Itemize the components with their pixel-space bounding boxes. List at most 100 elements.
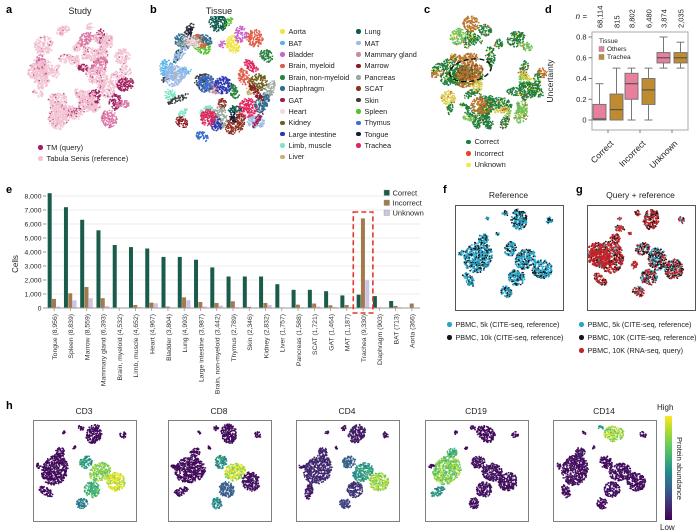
svg-text:0: 0 (582, 116, 586, 125)
svg-text:8,802: 8,802 (628, 9, 637, 28)
legend-swatch-icon (38, 145, 43, 150)
svg-text:0.8: 0.8 (576, 33, 586, 42)
legend-swatch-icon (356, 52, 361, 57)
svg-text:Brain, myeloid (4,532): Brain, myeloid (4,532) (117, 314, 124, 381)
legend-label: Correct (474, 137, 500, 147)
prediction-tsne-plot (431, 12, 547, 136)
svg-text:Lung (4,993): Lung (4,993) (182, 314, 189, 353)
panel-g-title: Query + reference (606, 190, 675, 200)
legend-swatch-icon (280, 154, 285, 160)
svg-text:Kidney (2,832): Kidney (2,832) (263, 314, 270, 358)
legend-swatch-icon (356, 75, 361, 80)
legend-swatch-icon (356, 29, 361, 34)
cd14-umap-plot (554, 421, 654, 519)
legend-label: Kidney (288, 118, 311, 128)
legend-label: Tabula Senis (reference) (46, 154, 129, 163)
svg-text:0: 0 (38, 305, 42, 312)
cd14-umap-frame (553, 420, 657, 522)
svg-text:Tissue: Tissue (599, 38, 618, 45)
legend-swatch-icon (579, 335, 584, 340)
legend-swatch-icon (356, 97, 361, 103)
legend-label: Large intestine (288, 129, 337, 139)
legend-item: Skin (356, 94, 417, 105)
legend-label: Spleen (364, 106, 388, 116)
legend-label: TM (query) (46, 143, 84, 152)
svg-text:Limb, muscle (4,652): Limb, muscle (4,652) (133, 314, 140, 377)
panel-letter-a: a (6, 4, 13, 16)
legend-item: MAT (356, 37, 417, 48)
panel-b-title: Tissue (205, 6, 233, 16)
svg-text:SCAT (1,721): SCAT (1,721) (312, 314, 319, 355)
legend-label: Unknown (474, 160, 506, 170)
legend-label: Incorrect (474, 148, 504, 158)
legend-label: Lung (364, 27, 381, 37)
legend-swatch-icon (579, 348, 584, 353)
legend-label: Heart (288, 106, 307, 116)
legend-item: Unknown (466, 159, 506, 171)
legend-swatch-icon (280, 75, 285, 80)
legend-label: SCAT (364, 84, 384, 94)
svg-text:Aorta (366): Aorta (366) (410, 314, 417, 348)
legend-swatch-icon (280, 120, 285, 126)
legend-label: Aorta (288, 27, 306, 37)
svg-text:4,000: 4,000 (24, 249, 41, 256)
colorbar-low-label: Low (660, 523, 675, 532)
panel-h-title-cd14: CD14 (593, 406, 615, 416)
legend-swatch-icon (579, 322, 584, 327)
study-tsne-plot (22, 18, 138, 140)
svg-text:Skin (2,346): Skin (2,346) (247, 314, 254, 351)
legend-item: Tabula Senis (reference) (38, 153, 128, 164)
legend-item: Large intestine (280, 129, 349, 140)
legend-item: SCAT (356, 83, 417, 94)
cd19-umap-plot (426, 421, 526, 519)
query-reference-umap-plot (588, 206, 693, 308)
legend-swatch-icon (356, 109, 361, 114)
legend-label: PBMC, 10K (RNA-seq, query) (587, 346, 683, 355)
legend-swatch-icon (466, 162, 471, 167)
legend-label: Tongue (364, 129, 389, 139)
panel-letter-f: f (443, 184, 447, 196)
svg-text:MAT (1,187): MAT (1,187) (345, 314, 352, 351)
panel-h-title-cd4: CD4 (338, 406, 356, 416)
legend-item: Heart (280, 106, 349, 117)
legend-swatch-icon (280, 52, 285, 57)
legend-label: Marrow (364, 61, 389, 71)
legend-item: Correct (466, 136, 506, 148)
legend-label: PBMC, 10K (CITE-seq, reference) (587, 333, 697, 342)
legend-swatch-icon (280, 29, 285, 34)
svg-text:Correct: Correct (393, 188, 419, 197)
legend-swatch-icon (356, 63, 361, 69)
svg-text:Correct: Correct (589, 138, 616, 165)
svg-text:Pancreas (1,588): Pancreas (1,588) (296, 314, 303, 366)
legend-label: Trachea (364, 141, 392, 151)
legend-item: Mammary gland (356, 49, 417, 60)
panel-a-title: Study (68, 6, 92, 16)
legend-label: Mammary gland (364, 49, 417, 59)
legend-item: Thymus (356, 117, 417, 128)
legend-swatch-icon (280, 86, 285, 91)
legend-item: Brain, non-myeloid (280, 72, 349, 83)
legend-swatch-icon (280, 40, 285, 46)
legend-label: PBMC, 5k (CITE-seq, reference) (455, 320, 560, 329)
cd8-umap-frame (168, 420, 272, 522)
svg-text:Bladder (3,804): Bladder (3,804) (166, 314, 173, 361)
legend-swatch-icon (280, 97, 285, 103)
svg-text:Mammary gland (6,393): Mammary gland (6,393) (101, 314, 108, 386)
svg-text:Large intestine (3,987): Large intestine (3,987) (198, 314, 205, 382)
tissue-tsne-plot (158, 16, 278, 144)
legend-swatch-icon (466, 139, 471, 144)
panel-c-legend: Correct Incorrect Unknown (466, 136, 506, 171)
panel-h-title-cd19: CD19 (465, 406, 487, 416)
legend-item: Pancreas (356, 72, 417, 83)
legend-label: BAT (288, 38, 303, 48)
svg-text:3,000: 3,000 (24, 263, 41, 270)
svg-text:2,000: 2,000 (24, 277, 41, 284)
legend-swatch-icon (38, 156, 43, 161)
svg-text:8,000: 8,000 (24, 193, 41, 200)
cd19-umap-frame (425, 420, 529, 522)
panel-a-legend: TM (query) Tabula Senis (reference) (38, 142, 128, 164)
legend-item: BAT (280, 37, 349, 48)
legend-item: Diaphragm (280, 83, 349, 94)
svg-text:Incorrect: Incorrect (617, 138, 648, 169)
